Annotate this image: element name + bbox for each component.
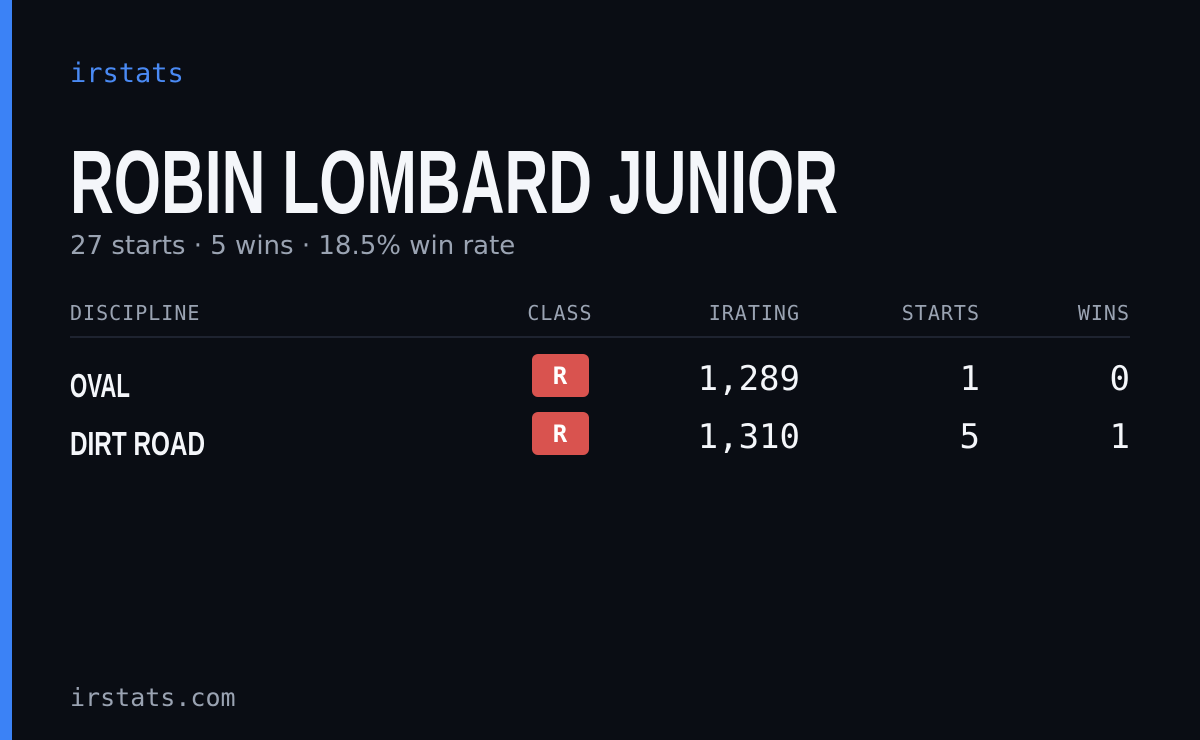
subtitle: 27 starts · 5 wins · 18.5% win rate: [70, 231, 515, 261]
column-header: IRATING: [709, 301, 800, 325]
title: ROBIN LOMBARD JUNIOR: [70, 133, 838, 233]
discipline: DIRT ROAD: [70, 425, 205, 462]
cell-value: 1,310: [698, 417, 800, 457]
brand: irstats: [70, 58, 184, 89]
cell-value: 0: [1110, 359, 1130, 399]
class-label: R: [553, 362, 568, 390]
column-header: CLASS: [527, 301, 592, 325]
footer: irstats.com: [70, 683, 236, 712]
accent-bar: [0, 0, 12, 740]
discipline: OVAL: [70, 367, 130, 404]
cell-value: 1,289: [698, 359, 800, 399]
table: DISCIPLINE CLASS IRATING STARTS WINS OVAL R 1,2…: [70, 301, 1130, 462]
class-badge: [532, 354, 589, 397]
column-header: STARTS: [902, 301, 980, 325]
column-header: DISCIPLINE: [70, 301, 200, 325]
cell-value: 1: [960, 359, 980, 399]
class-badge: [532, 412, 589, 455]
cell-value: 5: [960, 417, 980, 457]
column-header: WINS: [1078, 301, 1130, 325]
cell-value: 1: [1110, 417, 1130, 457]
class-label: R: [553, 420, 568, 448]
